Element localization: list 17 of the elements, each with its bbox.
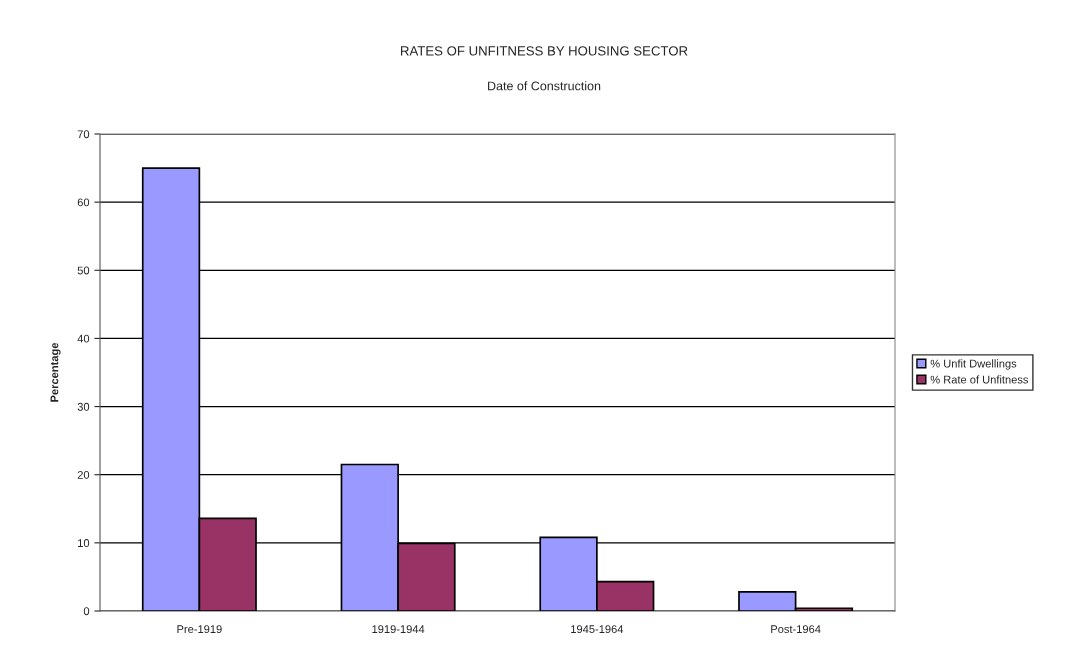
y-tick-label: 30 xyxy=(77,402,90,411)
x-tick-label: Post-1964 xyxy=(771,625,821,634)
y-tick-label: 0 xyxy=(83,607,90,616)
chart-title: RATES OF UNFITNESS BY HOUSING SECTOR xyxy=(401,46,688,56)
y-tick-label: 70 xyxy=(77,130,90,139)
y-tick-label: 50 xyxy=(77,266,90,275)
chart-subtitle: Date of Construction xyxy=(488,81,601,91)
y-tick-label: 40 xyxy=(77,334,90,343)
x-tick-label: Pre-1919 xyxy=(177,625,222,634)
y-tick-label: 10 xyxy=(78,539,90,547)
y-axis-title: Percentage xyxy=(50,342,61,402)
y-tick-label: 20 xyxy=(77,470,90,479)
x-tick-label: 1919-1944 xyxy=(372,625,425,634)
legend-label: % Unfit Dwellings xyxy=(930,359,1017,370)
y-tick-label: 60 xyxy=(77,198,90,207)
legend-label: % Rate of Unfitness xyxy=(930,375,1029,384)
x-tick-label: 1945-1964 xyxy=(571,625,624,634)
